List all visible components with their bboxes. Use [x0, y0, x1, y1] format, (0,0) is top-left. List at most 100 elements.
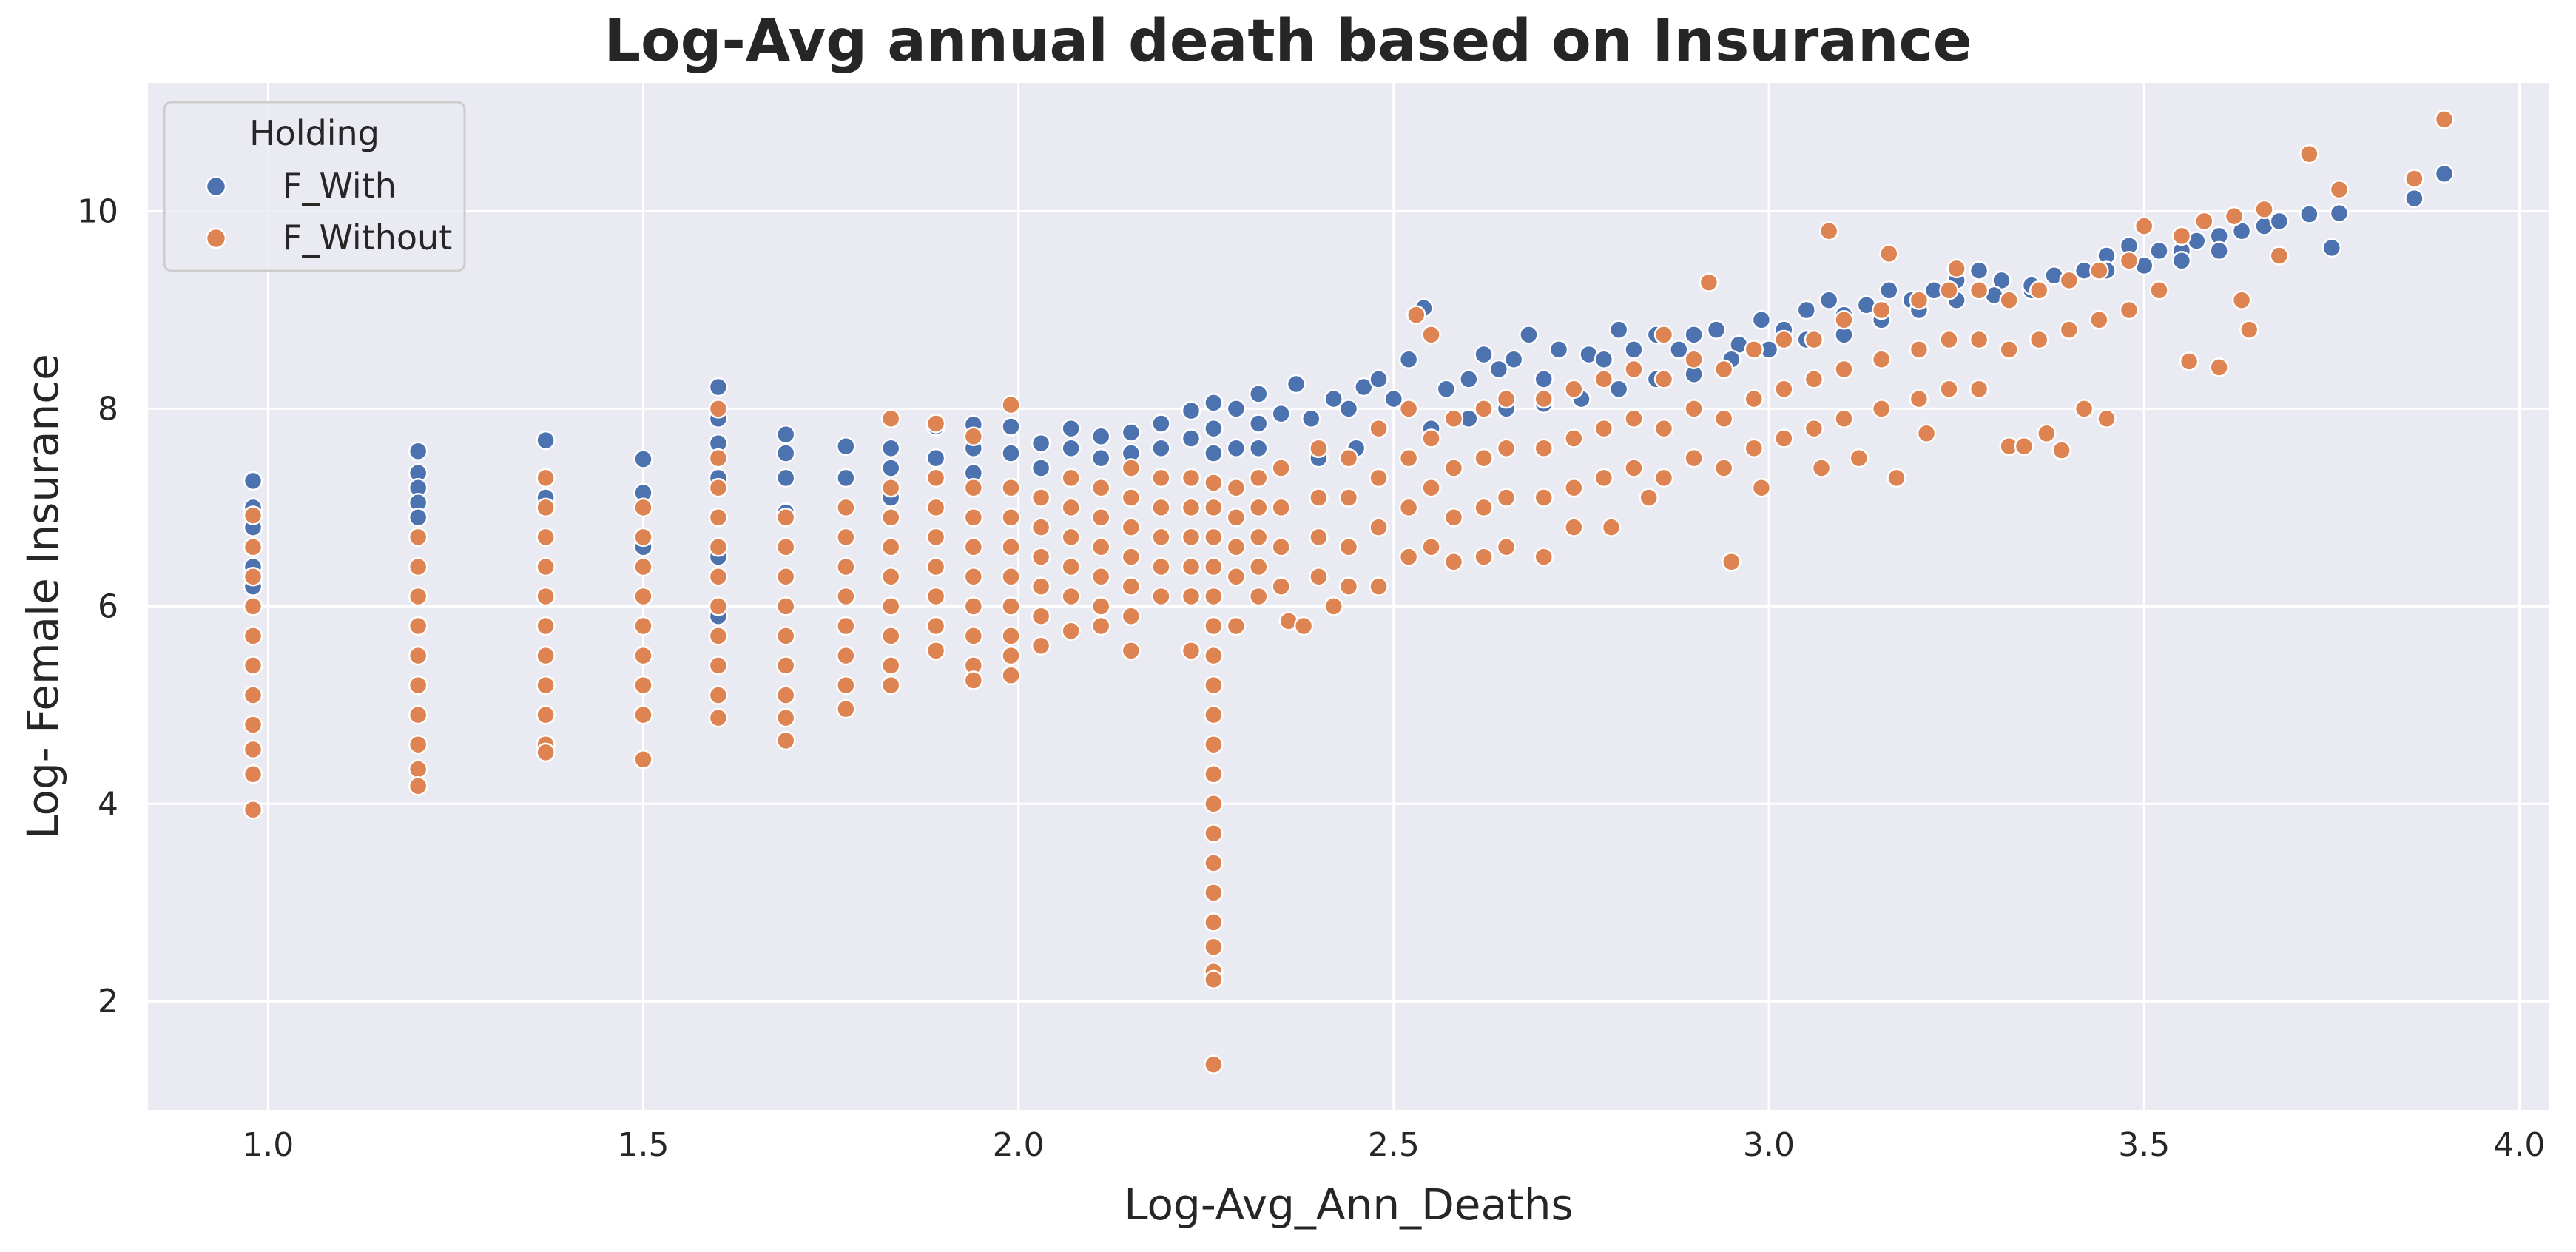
scatter-point-f-with	[1818, 290, 1839, 310]
scatter-point-f-without	[536, 586, 556, 607]
scatter-point-f-without	[1443, 408, 1464, 429]
scatter-point-f-without	[1001, 567, 1021, 587]
scatter-point-f-with	[708, 377, 729, 397]
scatter-point-f-with	[1594, 349, 1614, 369]
scatter-point-f-without	[1204, 764, 1224, 784]
scatter-point-f-without	[1204, 527, 1224, 548]
scatter-point-f-without	[1181, 527, 1201, 548]
scatter-point-f-without	[1204, 912, 1224, 932]
scatter-point-f-without	[1309, 567, 1329, 587]
scatter-point-f-without	[708, 626, 729, 646]
scatter-point-f-without	[836, 645, 856, 666]
scatter-point-f-without	[836, 497, 856, 518]
tick-labels: 1.0 1.5 2.0 2.5 3.0 3.5 4.0 2 4 6 8 10	[77, 193, 2545, 1165]
scatter-point-f-with	[925, 448, 946, 468]
scatter-point-f-without	[536, 468, 556, 488]
scatter-point-f-without	[2097, 408, 2117, 429]
scatter-point-f-without	[1001, 537, 1021, 557]
scatter-point-f-without	[1204, 937, 1224, 957]
scatter-point-f-without	[775, 507, 796, 528]
scatter-point-f-without	[880, 408, 901, 429]
scatter-point-f-without	[408, 775, 428, 796]
scatter-point-f-without	[1001, 665, 1021, 686]
scatter-point-f-without	[1916, 423, 1937, 444]
scatter-point-f-without	[1181, 497, 1201, 518]
scatter-point-f-without	[1653, 369, 1674, 389]
scatter-point-f-without	[775, 685, 796, 705]
scatter-point-f-with	[408, 441, 428, 462]
legend-marker-f-without	[205, 227, 227, 249]
scatter-point-f-without	[1684, 349, 1704, 369]
scatter-point-f-without	[1909, 388, 1929, 409]
scatter-point-f-without	[1293, 616, 1314, 636]
scatter-point-f-without	[1744, 340, 1764, 360]
scatter-point-f-without	[1091, 477, 1111, 498]
x-tick-label: 1.5	[617, 1126, 669, 1164]
scatter-point-f-without	[775, 537, 796, 557]
scatter-point-f-without	[1031, 517, 1051, 537]
scatter-point-f-without	[1226, 477, 1247, 498]
scatter-point-f-without	[1421, 477, 1441, 498]
scatter-point-f-without	[963, 596, 984, 616]
scatter-point-f-without	[963, 537, 984, 557]
scatter-point-f-without	[925, 616, 946, 636]
scatter-point-f-without	[1204, 497, 1224, 518]
scatter-point-f-with	[2149, 240, 2169, 261]
scatter-point-f-without	[708, 567, 729, 587]
scatter-point-f-without	[1204, 616, 1224, 636]
scatter-point-f-without	[1226, 567, 1247, 587]
scatter-point-f-without	[1061, 497, 1081, 518]
scatter-point-f-without	[1031, 636, 1051, 656]
scatter-point-f-without	[2329, 179, 2350, 200]
scatter-point-f-without	[536, 645, 556, 666]
scatter-point-f-with	[836, 436, 856, 457]
scatter-point-f-without	[1713, 458, 1734, 478]
legend-title: Holding	[249, 113, 380, 153]
scatter-point-f-with	[1669, 340, 1689, 360]
scatter-point-f-without	[963, 426, 984, 447]
scatter-point-f-without	[1639, 488, 1659, 508]
scatter-point-f-without	[1496, 388, 1517, 409]
x-tick-label: 2.5	[1368, 1126, 1420, 1164]
scatter-point-f-without	[1031, 606, 1051, 626]
scatter-point-f-without	[1804, 418, 1824, 439]
scatter-point-f-without	[1684, 399, 1704, 419]
scatter-point-f-without	[536, 616, 556, 636]
scatter-point-f-without	[1091, 567, 1111, 587]
scatter-point-f-with	[1488, 359, 1509, 380]
scatter-point-f-with	[1001, 443, 1021, 463]
scatter-point-f-without	[1804, 329, 1824, 350]
scatter-point-f-without	[1969, 379, 1989, 399]
scatter-point-f-without	[836, 527, 856, 548]
scatter-point-f-without	[1226, 507, 1247, 528]
y-tick-label: 2	[98, 983, 118, 1020]
scatter-point-f-without	[1398, 399, 1419, 419]
scatter-point-f-without	[1001, 477, 1021, 498]
scatter-point-f-without	[2239, 320, 2259, 340]
scatter-point-f-without	[1204, 794, 1224, 814]
scatter-point-f-with	[1624, 340, 1644, 360]
scatter-point-f-without	[708, 537, 729, 557]
scatter-point-f-without	[1594, 418, 1614, 439]
scatter-point-f-with	[1503, 349, 1524, 369]
scatter-point-f-without	[633, 675, 653, 696]
scatter-point-f-without	[1421, 537, 1441, 557]
scatter-point-f-without	[633, 527, 653, 548]
scatter-point-f-without	[536, 704, 556, 725]
scatter-point-f-without	[2014, 436, 2034, 457]
scatter-point-f-without	[1061, 468, 1081, 488]
scatter-point-f-with	[1226, 438, 1247, 459]
scatter-point-f-without	[880, 507, 901, 528]
scatter-point-f-with	[1249, 384, 1269, 404]
scatter-point-f-without	[708, 707, 729, 728]
scatter-point-f-without	[1091, 537, 1111, 557]
scatter-point-f-without	[1031, 488, 1051, 508]
scatter-point-f-without	[243, 505, 263, 525]
scatter-point-f-without	[1684, 448, 1704, 468]
scatter-point-f-without	[1811, 458, 1832, 478]
scatter-point-f-without	[408, 527, 428, 548]
scatter-point-f-without	[880, 537, 901, 557]
scatter-point-f-with	[1286, 374, 1306, 394]
scatter-point-f-with	[1534, 369, 1554, 389]
scatter-point-f-without	[1001, 645, 1021, 666]
